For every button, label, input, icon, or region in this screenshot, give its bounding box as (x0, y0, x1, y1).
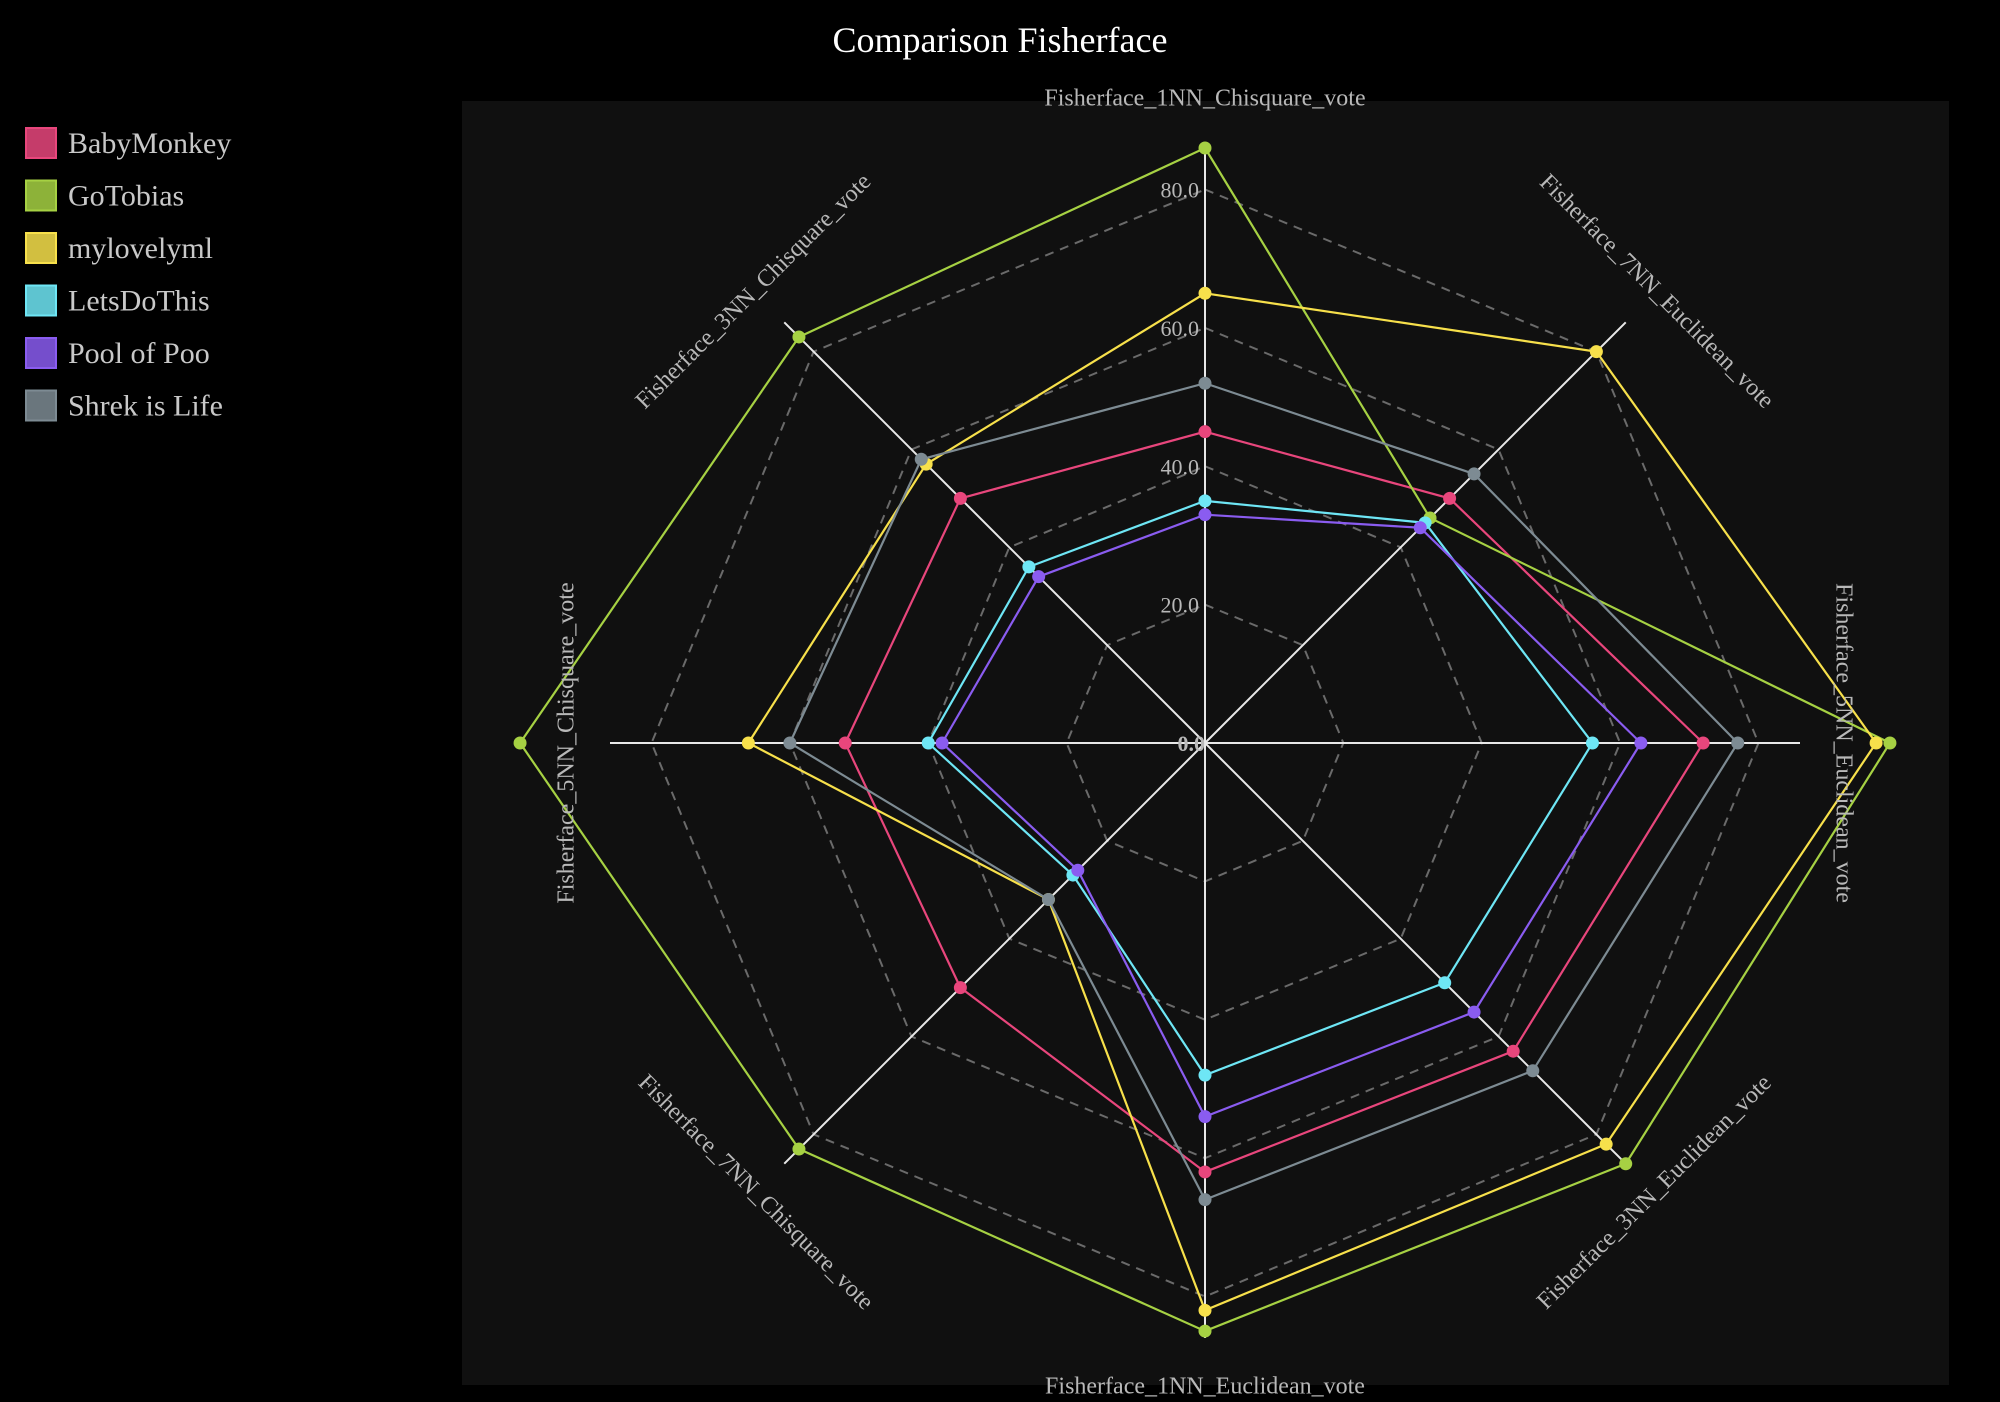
series-point (1869, 736, 1883, 750)
series-shrek-is-life (783, 376, 1745, 1207)
axis-label: Fisherface_1NN_Chisquare_vote (1044, 86, 1365, 112)
series-point (838, 736, 852, 750)
axis-label: Fisherface_5NN_Chisquare_vote (554, 582, 580, 903)
series-point (1696, 736, 1710, 750)
tick-label: 20.0 (1161, 593, 1200, 618)
legend-item: LetsDoThis (25, 284, 210, 318)
legend-item: BabyMonkey (25, 127, 231, 160)
legend-swatch (25, 284, 57, 317)
series-point (1198, 425, 1212, 439)
series-point (1198, 1068, 1212, 1082)
axis-spoke (783, 742, 1206, 1165)
series-point (1883, 736, 1897, 750)
legend-label: Shrek is Life (68, 390, 223, 423)
legend-item: mylovelyml (25, 232, 213, 265)
series-layer (513, 141, 1897, 1338)
series-point (783, 736, 797, 750)
axis-spoke (1204, 321, 1627, 744)
tick-label: 80.0 (1161, 178, 1200, 203)
series-point (1198, 508, 1212, 522)
legend-swatch (25, 179, 57, 212)
series-point (1198, 1193, 1212, 1207)
legend-item: Shrek is Life (25, 389, 223, 423)
series-point (1198, 141, 1212, 155)
series-point (1526, 1064, 1540, 1078)
axis-spoke (1204, 742, 1627, 1165)
series-point (1198, 286, 1212, 300)
series-point (1467, 1005, 1481, 1019)
legend-label: Pool of Poo (68, 337, 210, 370)
series-point (1198, 1303, 1212, 1317)
series-point (513, 736, 527, 750)
spoke-layer (610, 148, 1800, 1338)
series-babymonkey (838, 425, 1710, 1179)
legend: BabyMonkey GoTobias mylovelyml LetsDoThis Po… (25, 127, 231, 423)
series-point (1022, 560, 1036, 574)
series-point (1634, 736, 1648, 750)
series-point (953, 491, 967, 505)
tick-label: 0.0 (1178, 731, 1206, 756)
series-point (1506, 1044, 1520, 1058)
series-point (1198, 1110, 1212, 1124)
series-letsdothis (921, 494, 1599, 1082)
series-point (1413, 521, 1427, 535)
series-point (792, 1142, 806, 1156)
series-gotobias (513, 141, 1897, 1338)
legend-item: GoTobias (25, 179, 184, 213)
series-point (1198, 376, 1212, 390)
series-point (741, 736, 755, 750)
legend-label: mylovelyml (68, 232, 213, 265)
series-point (1041, 893, 1055, 907)
series-point (1443, 491, 1457, 505)
axis-label: Fisherface_5NN_Euclidean_vote (1830, 583, 1856, 903)
series-point (1585, 736, 1599, 750)
series-point (1599, 1137, 1613, 1151)
series-point (1589, 345, 1603, 359)
series-point (1071, 863, 1085, 877)
series-point (1198, 1324, 1212, 1338)
series-point (1467, 467, 1481, 481)
legend-label: BabyMonkey (68, 127, 231, 160)
series-point (914, 452, 928, 466)
series-pool-of-poo (935, 508, 1648, 1124)
series-point (1198, 494, 1212, 508)
legend-swatch (25, 389, 57, 422)
series-point (1438, 976, 1452, 990)
legend-item: Pool of Poo (25, 337, 210, 370)
legend-label: GoTobias (68, 180, 184, 213)
series-point (921, 736, 935, 750)
series-point (1198, 1165, 1212, 1179)
legend-swatch (25, 337, 57, 369)
tick-label: 60.0 (1161, 316, 1200, 341)
series-point (1032, 570, 1046, 584)
series-point (935, 736, 949, 750)
axis-label: Fisherface_1NN_Euclidean_vote (1045, 1374, 1365, 1400)
gridline-ring (650, 188, 1760, 1298)
legend-label: LetsDoThis (68, 285, 210, 318)
tick-label: 40.0 (1161, 454, 1200, 479)
legend-swatch (25, 127, 57, 159)
tick-labels: 0.0 20.0 40.0 60.0 80.0 (1161, 178, 1206, 756)
series-point (1619, 1157, 1633, 1171)
series-point (792, 330, 806, 344)
chart-title: Comparison Fisherface (833, 20, 1168, 60)
axis-spoke (783, 321, 1206, 744)
series-point (953, 981, 967, 995)
gridline-ring (927, 465, 1483, 1021)
legend-swatch (25, 232, 57, 264)
series-point (1731, 736, 1745, 750)
